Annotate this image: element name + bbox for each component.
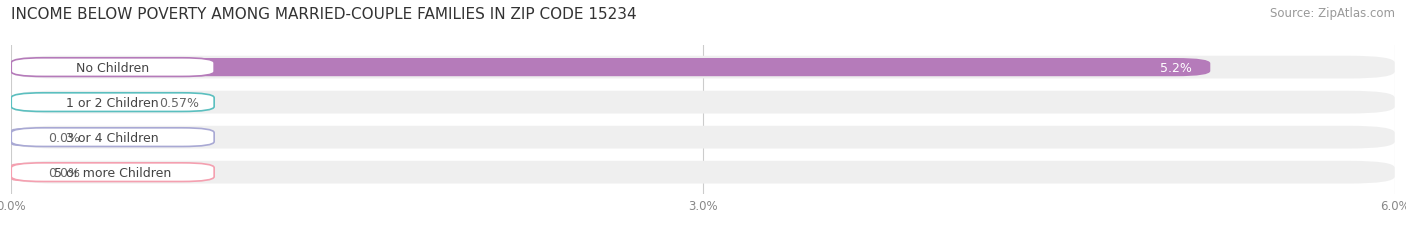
FancyBboxPatch shape: [11, 59, 1211, 77]
Text: 0.0%: 0.0%: [48, 131, 80, 144]
FancyBboxPatch shape: [11, 93, 214, 112]
FancyBboxPatch shape: [11, 58, 214, 77]
Text: No Children: No Children: [76, 61, 149, 74]
Text: 5 or more Children: 5 or more Children: [53, 166, 172, 179]
Text: 0.0%: 0.0%: [48, 166, 80, 179]
FancyBboxPatch shape: [11, 94, 142, 112]
Text: 5.2%: 5.2%: [1160, 61, 1192, 74]
FancyBboxPatch shape: [11, 126, 1395, 149]
FancyBboxPatch shape: [11, 57, 1395, 79]
FancyBboxPatch shape: [11, 128, 214, 147]
FancyBboxPatch shape: [11, 128, 32, 147]
Text: 3 or 4 Children: 3 or 4 Children: [66, 131, 159, 144]
FancyBboxPatch shape: [11, 161, 1395, 184]
Text: 1 or 2 Children: 1 or 2 Children: [66, 96, 159, 109]
Text: 0.57%: 0.57%: [159, 96, 198, 109]
FancyBboxPatch shape: [11, 163, 32, 182]
Text: Source: ZipAtlas.com: Source: ZipAtlas.com: [1270, 7, 1395, 20]
FancyBboxPatch shape: [11, 91, 1395, 114]
Text: INCOME BELOW POVERTY AMONG MARRIED-COUPLE FAMILIES IN ZIP CODE 15234: INCOME BELOW POVERTY AMONG MARRIED-COUPL…: [11, 7, 637, 22]
FancyBboxPatch shape: [11, 163, 214, 182]
